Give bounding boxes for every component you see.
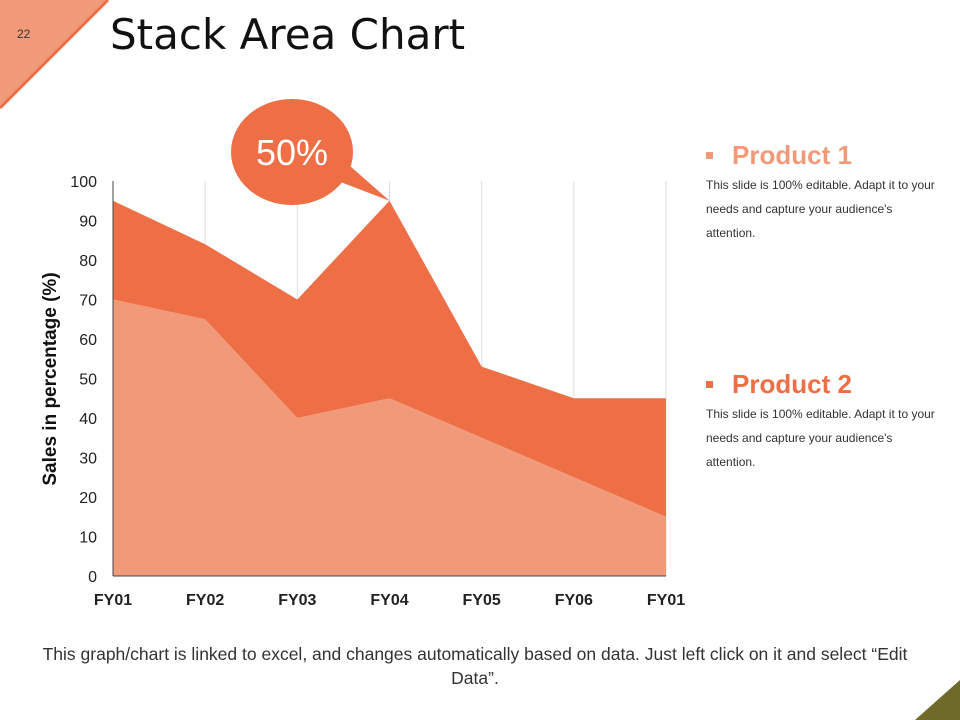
callout-label: 50% <box>256 132 328 173</box>
footer-note: This graph/chart is linked to excel, and… <box>42 644 908 688</box>
legend-bullet-product-1 <box>706 152 713 159</box>
y-tick-label: 50 <box>79 372 97 389</box>
area-series-2 <box>113 200 666 517</box>
callout-bubble <box>231 99 353 205</box>
y-tick-label: 30 <box>79 451 97 468</box>
legend-item-product-1: Product 1 This slide is 100% editable. A… <box>706 140 936 245</box>
y-tick-label: 20 <box>79 490 97 507</box>
y-tick-label: 100 <box>70 174 97 191</box>
y-axis-title: Sales in percentage (%) <box>40 272 61 485</box>
x-tick-label: FY06 <box>555 592 593 609</box>
y-tick-label: 60 <box>79 332 97 349</box>
legend-bullet-product-2 <box>706 381 713 388</box>
x-tick-label: FY03 <box>278 592 316 609</box>
y-tick-label: 0 <box>88 569 97 586</box>
legend-description-product-1: This slide is 100% editable. Adapt it to… <box>706 178 935 240</box>
page-title: Stack Area Chart <box>110 10 466 59</box>
x-tick-label: FY02 <box>186 592 224 609</box>
y-tick-label: 10 <box>79 530 97 547</box>
slide-number: 22 <box>17 27 31 41</box>
legend-label-product-1: Product 1 <box>732 140 852 170</box>
corner-decoration-bottom-right <box>915 680 960 720</box>
y-tick-label: 80 <box>79 253 97 270</box>
legend-label-product-2: Product 2 <box>732 369 852 399</box>
legend-description-product-2: This slide is 100% editable. Adapt it to… <box>706 407 935 469</box>
x-tick-label: FY01 <box>94 592 132 609</box>
x-tick-label: FY01 <box>647 592 685 609</box>
corner-decoration-top-left <box>0 0 110 110</box>
x-tick-label: FY04 <box>370 592 408 609</box>
x-tick-label: FY05 <box>463 592 501 609</box>
area-series-1 <box>113 299 666 576</box>
stacked-area-chart: 0 10 20 30 40 50 60 70 80 90 100 FY01 FY02 FY03 FY04 FY… <box>40 99 685 609</box>
y-tick-label: 70 <box>79 293 97 310</box>
legend-item-product-2: Product 2 This slide is 100% editable. A… <box>706 369 936 474</box>
y-tick-label: 90 <box>79 214 97 231</box>
y-tick-label: 40 <box>79 411 97 428</box>
